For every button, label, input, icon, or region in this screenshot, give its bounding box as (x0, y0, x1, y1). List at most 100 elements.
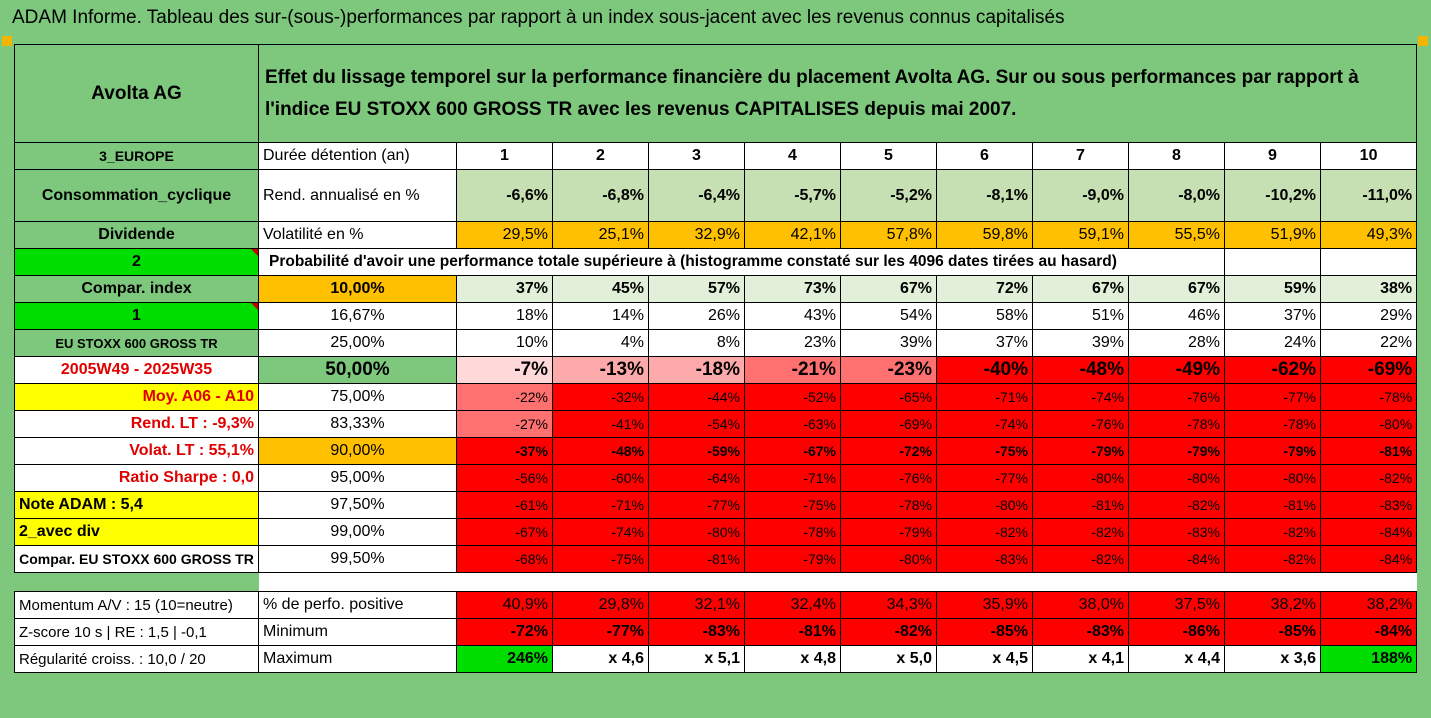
percentile-value: -80% (1224, 464, 1321, 492)
minimum-value: -83% (648, 618, 745, 646)
percentile-row: Volat. LT : 55,1% 90,00% -37% -48% -59% -67% -… (14, 437, 1418, 465)
percentile-value: -79% (744, 545, 841, 573)
percentile-value: -69% (840, 410, 937, 438)
maximum-value: x 4,8 (744, 645, 841, 673)
percentile-value: -77% (1224, 383, 1321, 411)
percentile-value: -84% (1319, 518, 1418, 546)
percentile-value: -76% (1128, 383, 1225, 411)
period-cell: 2005W49 - 2025W35 (14, 356, 259, 384)
percentile-value: -84% (1319, 545, 1418, 573)
percentile-value: 39% (840, 329, 937, 357)
vol-row: Dividende Volatilité en % 29,5% 25,1% 32,9… (14, 221, 1418, 249)
rend-cell: -8,0% (1128, 169, 1225, 222)
percentile-value: -74% (1032, 383, 1129, 411)
percentile-value: -79% (1032, 437, 1129, 465)
percentile-value: 24% (1224, 329, 1321, 357)
percentile-value: -60% (552, 464, 649, 492)
percentile-value: 28% (1128, 329, 1225, 357)
percentile-value: 38% (1319, 275, 1418, 303)
region-cell: 3_EUROPE (14, 142, 259, 170)
rend-cell: -11,0% (1319, 169, 1418, 222)
minimum-value: -77% (552, 618, 649, 646)
perf-pos-value: 32,1% (648, 591, 745, 619)
percentile-value: -18% (648, 356, 745, 384)
year-header-1: 1 (456, 142, 553, 170)
percentile-value: -83% (936, 545, 1033, 573)
percentile-value: 51% (1032, 302, 1129, 330)
corner-marker-left (2, 36, 12, 46)
percentile-value: -77% (936, 464, 1033, 492)
minimum-value: -85% (936, 618, 1033, 646)
percentile-value: -81% (1224, 491, 1321, 519)
maximum-label: Maximum (258, 645, 457, 673)
vol-cell: 49,3% (1319, 221, 1418, 249)
percentile-value: 43% (744, 302, 841, 330)
percentile-label: 10,00% (258, 275, 457, 303)
sector-cell: Consommation_cyclique (14, 169, 259, 222)
percentile-value: -84% (1128, 545, 1225, 573)
percentile-value: 67% (1128, 275, 1225, 303)
minimum-value: -82% (840, 618, 937, 646)
maximum-value: 246% (456, 645, 553, 673)
num2-cell[interactable]: 2 (14, 248, 259, 276)
minimum-value: -84% (1319, 618, 1418, 646)
percentile-value: -78% (840, 491, 937, 519)
year-header-8: 8 (1128, 142, 1225, 170)
percentile-value: -67% (456, 518, 553, 546)
perf-pos-value: 38,0% (1032, 591, 1129, 619)
percentile-value: -40% (936, 356, 1033, 384)
maximum-row: Régularité croiss. : 10,0 / 20 Maximum 246… (14, 645, 1418, 673)
empty-cell-2 (1319, 248, 1418, 276)
percentile-value: -78% (1319, 383, 1418, 411)
maximum-value: x 5,0 (840, 645, 937, 673)
percentile-value: 8% (648, 329, 745, 357)
percentile-value: -82% (1128, 491, 1225, 519)
perf-pos-label: % de perfo. positive (258, 591, 457, 619)
percentile-value: -78% (744, 518, 841, 546)
percentile-row: Rend. LT : -9,3% 83,33% -27% -41% -54% -63% -6… (14, 410, 1418, 438)
spacer-cell (14, 572, 1417, 592)
percentile-value: -37% (456, 437, 553, 465)
percentile-value: -13% (552, 356, 649, 384)
year-header-4: 4 (744, 142, 841, 170)
perf-pos-value: 38,2% (1319, 591, 1418, 619)
minimum-row: Z-score 10 s | RE : 1,5 | -0,1 Minimum -72… (14, 618, 1418, 646)
percentile-value: -82% (936, 518, 1033, 546)
percentile-value: 4% (552, 329, 649, 357)
rend-row: Consommation_cyclique Rend. annualisé en… (14, 169, 1418, 222)
percentile-value: -48% (1032, 356, 1129, 384)
perf-pos-value: 32,4% (744, 591, 841, 619)
percentile-value: -75% (744, 491, 841, 519)
percentile-value: -78% (1128, 410, 1225, 438)
percentile-value: -83% (1319, 491, 1418, 519)
percentile-value: -65% (840, 383, 937, 411)
vol-cell: 29,5% (456, 221, 553, 249)
percentile-value: 67% (1032, 275, 1129, 303)
percentile-row: Note ADAM : 5,4 97,50% -61% -71% -77% -75% -78… (14, 491, 1418, 519)
percentile-value: 39% (1032, 329, 1129, 357)
percentile-value: -80% (1032, 464, 1129, 492)
maximum-value: x 4,6 (552, 645, 649, 673)
year-header-6: 6 (936, 142, 1033, 170)
percentile-value: -72% (840, 437, 937, 465)
percentile-value: -81% (1032, 491, 1129, 519)
vol-cell: 32,9% (648, 221, 745, 249)
vol-cell: 59,1% (1032, 221, 1129, 249)
percentile-value: -82% (1032, 518, 1129, 546)
index-name-cell: EU STOXX 600 GROSS TR (14, 329, 259, 357)
year-header-5: 5 (840, 142, 937, 170)
year-header-10: 10 (1319, 142, 1418, 170)
num1-cell[interactable]: 1 (14, 302, 259, 330)
percentile-row: 2_avec div 99,00% -67% -74% -80% -78% -79% -82%… (14, 518, 1418, 546)
percentile-value: -62% (1224, 356, 1321, 384)
rend-cell: -10,2% (1224, 169, 1321, 222)
perf-pos-value: 29,8% (552, 591, 649, 619)
percentile-value: 26% (648, 302, 745, 330)
percentile-value: -69% (1319, 356, 1418, 384)
performance-table: Avolta AG Effet du lissage temporel sur … (14, 44, 1418, 673)
percentile-value: 73% (744, 275, 841, 303)
rend-cell: -5,2% (840, 169, 937, 222)
vol-cell: 55,5% (1128, 221, 1225, 249)
percentile-value: -67% (744, 437, 841, 465)
